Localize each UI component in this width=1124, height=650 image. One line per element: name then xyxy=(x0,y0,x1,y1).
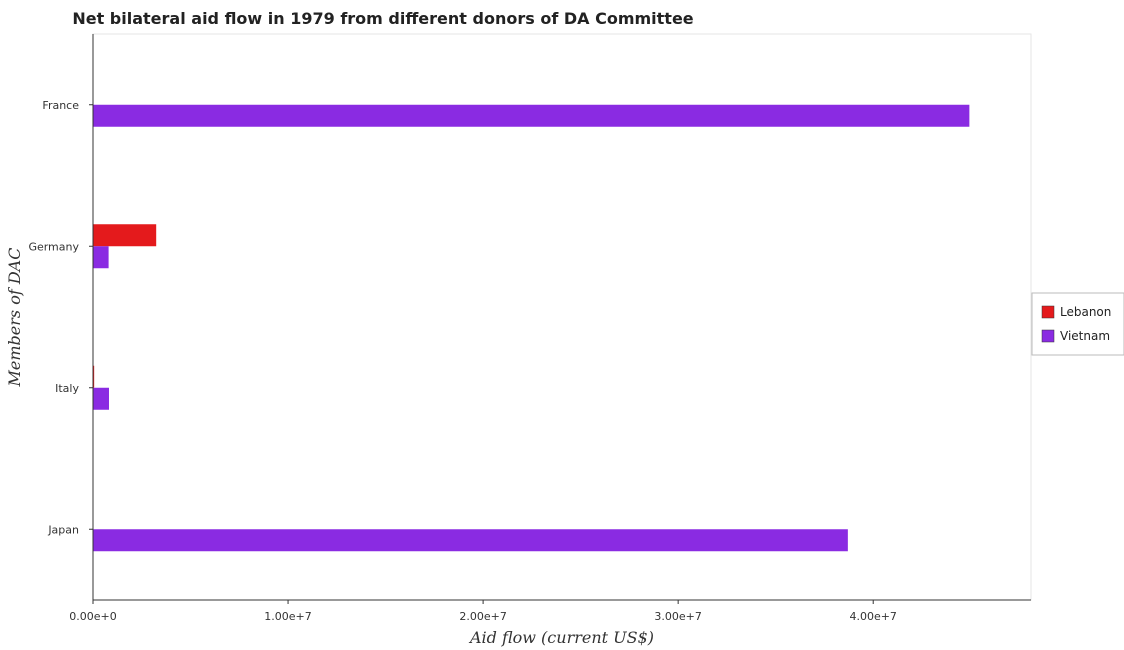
plot-area xyxy=(92,33,1032,601)
legend-label-vietnam: Vietnam xyxy=(1060,329,1110,343)
y-tick-label: Italy xyxy=(55,382,79,395)
y-axis-label: Members of DAC xyxy=(5,248,24,388)
x-tick-label: 4.00e+7 xyxy=(849,610,896,623)
x-axis-label: Aid flow (current US$) xyxy=(468,628,654,647)
legend-label-lebanon: Lebanon xyxy=(1060,305,1111,319)
y-tick-label: Japan xyxy=(47,523,79,536)
legend-swatch-vietnam xyxy=(1041,329,1055,343)
legend-swatch-lebanon xyxy=(1041,305,1055,319)
x-tick-label: 0.00e+0 xyxy=(69,610,116,623)
bar-vietnam-germany xyxy=(93,246,109,269)
y-ticks: France Germany Italy Japan xyxy=(28,99,93,536)
bar-vietnam-italy xyxy=(93,387,109,410)
bar-lebanon-italy xyxy=(93,365,95,388)
x-tick-label: 2.00e+7 xyxy=(459,610,506,623)
y-tick-label: Germany xyxy=(28,240,79,253)
bar-lebanon-germany xyxy=(93,224,157,247)
y-tick-label: France xyxy=(42,99,79,112)
legend-box xyxy=(1031,292,1124,356)
x-tick-label: 3.00e+7 xyxy=(654,610,701,623)
bar-vietnam-japan xyxy=(93,529,848,552)
x-ticks: 0.00e+0 1.00e+7 2.00e+7 3.00e+7 4.00e+7 xyxy=(69,600,897,623)
legend: Lebanon Vietnam xyxy=(1031,292,1124,356)
bars xyxy=(93,104,970,552)
x-tick-label: 1.00e+7 xyxy=(264,610,311,623)
bar-vietnam-france xyxy=(93,104,970,127)
chart-title: Net bilateral aid flow in 1979 from diff… xyxy=(72,9,693,28)
